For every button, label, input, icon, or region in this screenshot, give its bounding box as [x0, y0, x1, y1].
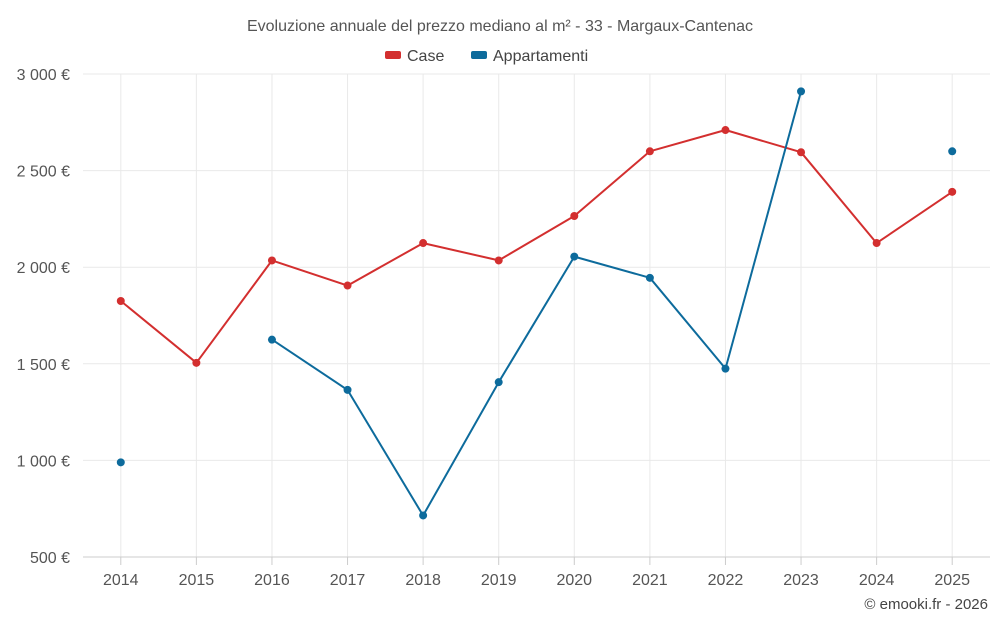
data-point-appartamenti — [116, 458, 125, 467]
series-line-appartamenti — [271, 91, 802, 517]
x-tick-label: 2018 — [405, 572, 441, 589]
y-tick-label: 3 000 € — [17, 67, 70, 84]
data-point-case — [721, 126, 730, 135]
x-tick-label: 2024 — [859, 572, 895, 589]
legend-label-appartamenti: Appartamenti — [493, 48, 588, 65]
x-tick-label: 2015 — [179, 572, 215, 589]
x-tick-label: 2016 — [254, 572, 290, 589]
y-axis: 500 € 1 000 € 1 500 € 2 000 € 2 500 € 3 000 € — [17, 67, 70, 567]
data-point-case — [343, 281, 352, 290]
data-point-appartamenti — [948, 147, 957, 156]
chart-title: Evoluzione annuale del prezzo mediano al… — [247, 18, 753, 35]
data-point-appartamenti — [343, 385, 352, 394]
y-tick-label: 1 500 € — [17, 357, 70, 374]
x-tick-label: 2019 — [481, 572, 517, 589]
data-point-case — [570, 212, 579, 221]
data-point-appartamenti — [267, 335, 276, 344]
data-point-appartamenti — [570, 252, 579, 261]
credit-text: © emooki.fr - 2026 — [864, 596, 988, 613]
y-tick-label: 500 € — [30, 550, 70, 567]
data-point-case — [948, 187, 957, 196]
data-point-appartamenti — [419, 511, 428, 520]
data-point-case — [494, 256, 503, 265]
y-tick-label: 2 500 € — [17, 164, 70, 181]
x-axis: 2014 2015 2016 2017 2018 2019 2020 2021 2022 2023… — [83, 556, 990, 589]
legend-swatch-case — [385, 51, 401, 59]
legend-label-case: Case — [407, 48, 444, 65]
data-point-case — [267, 256, 276, 265]
data-point-appartamenti — [797, 87, 806, 96]
data-point-appartamenti — [645, 273, 654, 282]
y-tick-label: 1 000 € — [17, 453, 70, 470]
x-tick-label: 2025 — [934, 572, 970, 589]
x-tick-label: 2014 — [103, 572, 139, 589]
data-point-case — [645, 147, 654, 156]
y-tick-label: 2 000 € — [17, 260, 70, 277]
data-point-case — [419, 239, 428, 248]
data-point-appartamenti — [494, 378, 503, 387]
legend: Case Appartamenti — [385, 48, 588, 65]
legend-swatch-appartamenti — [471, 51, 487, 59]
x-tick-label: 2020 — [556, 572, 592, 589]
series-layer — [116, 87, 957, 520]
x-tick-label: 2022 — [708, 572, 744, 589]
data-point-case — [116, 297, 125, 306]
x-tick-label: 2021 — [632, 572, 668, 589]
data-point-case — [192, 358, 201, 367]
grid — [83, 73, 990, 557]
series-line-case — [120, 129, 953, 364]
x-tick-label: 2017 — [330, 572, 366, 589]
data-point-case — [872, 239, 881, 248]
data-point-case — [797, 148, 806, 157]
x-tick-label: 2023 — [783, 572, 819, 589]
data-point-appartamenti — [721, 364, 730, 373]
